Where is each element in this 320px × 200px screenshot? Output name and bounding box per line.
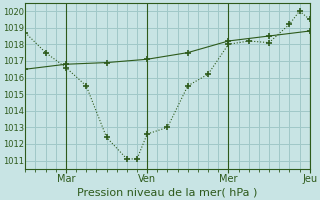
X-axis label: Pression niveau de la mer( hPa ): Pression niveau de la mer( hPa ) xyxy=(77,187,258,197)
